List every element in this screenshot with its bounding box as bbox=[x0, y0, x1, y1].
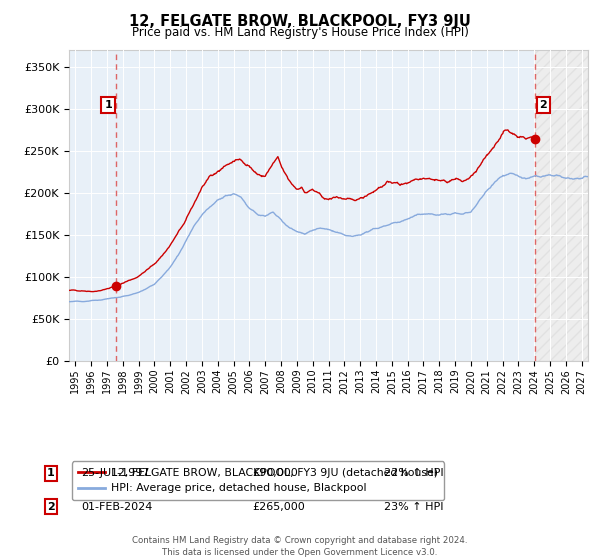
Text: 2: 2 bbox=[47, 502, 55, 512]
Text: Price paid vs. HM Land Registry's House Price Index (HPI): Price paid vs. HM Land Registry's House … bbox=[131, 26, 469, 39]
Legend: 12, FELGATE BROW, BLACKPOOL, FY3 9JU (detached house), HPI: Average price, detac: 12, FELGATE BROW, BLACKPOOL, FY3 9JU (de… bbox=[72, 461, 445, 500]
Text: £265,000: £265,000 bbox=[252, 502, 305, 512]
Text: Contains HM Land Registry data © Crown copyright and database right 2024.
This d: Contains HM Land Registry data © Crown c… bbox=[132, 536, 468, 557]
Text: 12, FELGATE BROW, BLACKPOOL, FY3 9JU: 12, FELGATE BROW, BLACKPOOL, FY3 9JU bbox=[129, 14, 471, 29]
Text: 1: 1 bbox=[47, 468, 55, 478]
Text: 25-JUL-1997: 25-JUL-1997 bbox=[81, 468, 149, 478]
Text: 23% ↑ HPI: 23% ↑ HPI bbox=[384, 502, 443, 512]
Text: 2: 2 bbox=[539, 100, 547, 110]
Bar bbox=[535, 50, 588, 361]
Text: 1: 1 bbox=[104, 100, 112, 110]
Text: 01-FEB-2024: 01-FEB-2024 bbox=[81, 502, 152, 512]
Text: £90,000: £90,000 bbox=[252, 468, 298, 478]
Text: 22% ↑ HPI: 22% ↑ HPI bbox=[384, 468, 443, 478]
Bar bbox=[535, 50, 588, 361]
